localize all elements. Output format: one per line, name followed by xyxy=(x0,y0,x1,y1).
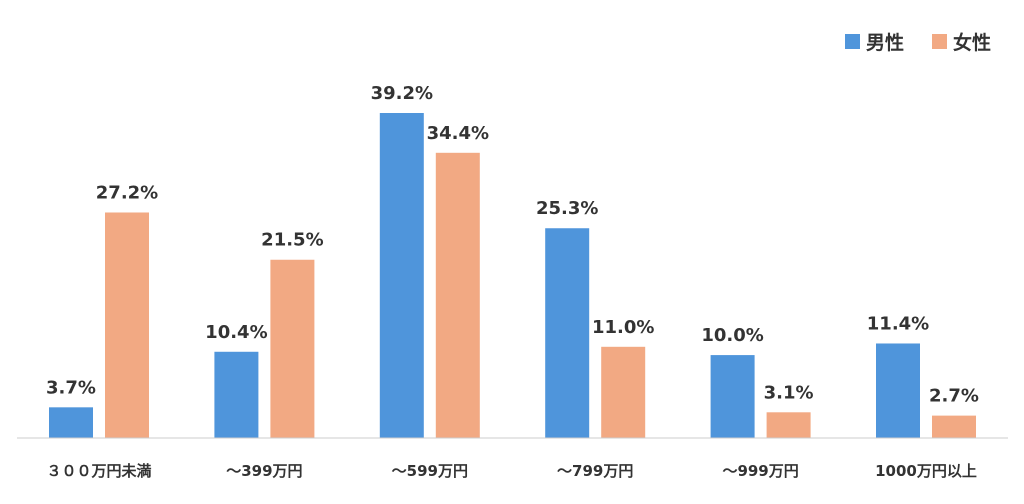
bar-female-5 xyxy=(932,415,976,438)
category-label-5: 1000万円以上 xyxy=(875,462,977,480)
bar-male-4 xyxy=(710,355,755,438)
value-label-male-2: 39.2% xyxy=(371,83,433,104)
category-labels-group: ３００万円未満 ～399万円 ～599万円 ～799万円 ～999万円 1000万円以上 xyxy=(46,462,976,480)
bars-group xyxy=(49,113,976,439)
legend-swatch-female xyxy=(932,34,947,49)
bar-female-1 xyxy=(270,259,315,438)
bar-female-3 xyxy=(601,346,646,438)
value-label-male-3: 25.3% xyxy=(536,198,598,219)
category-label-3: ～799万円 xyxy=(557,462,633,480)
legend-swatch-male xyxy=(845,34,860,49)
bar-female-0 xyxy=(105,212,149,438)
bar-male-0 xyxy=(49,407,93,438)
bar-male-5 xyxy=(876,343,920,438)
value-label-female-4: 3.1% xyxy=(764,382,814,403)
legend-label-male: 男性 xyxy=(866,31,904,54)
value-label-female-2: 34.4% xyxy=(427,123,489,144)
value-label-male-1: 10.4% xyxy=(205,322,267,343)
value-label-male-5: 11.4% xyxy=(867,313,929,334)
bar-male-1 xyxy=(214,351,259,438)
category-label-1: ～399万円 xyxy=(226,462,302,480)
legend-label-female: 女性 xyxy=(953,31,991,54)
value-label-female-5: 2.7% xyxy=(929,386,979,407)
value-label-male-4: 10.0% xyxy=(701,325,763,346)
category-label-4: ～999万円 xyxy=(722,462,798,480)
legend: 男性 女性 xyxy=(845,31,991,54)
category-label-2: ～599万円 xyxy=(392,462,468,480)
bar-male-2 xyxy=(379,113,424,438)
value-labels-group: 3.7% 27.2% 10.4% 21.5% 39.2% 34.4% 25.3% 11.0% 1… xyxy=(46,83,979,407)
bar-male-3 xyxy=(545,228,590,438)
bar-female-4 xyxy=(766,412,811,438)
value-label-male-0: 3.7% xyxy=(46,377,96,398)
value-label-female-0: 27.2% xyxy=(96,182,158,203)
value-label-female-1: 21.5% xyxy=(261,230,323,251)
category-label-0: ３００万円未満 xyxy=(46,462,151,480)
bar-female-2 xyxy=(435,152,480,439)
value-label-female-3: 11.0% xyxy=(592,317,654,338)
